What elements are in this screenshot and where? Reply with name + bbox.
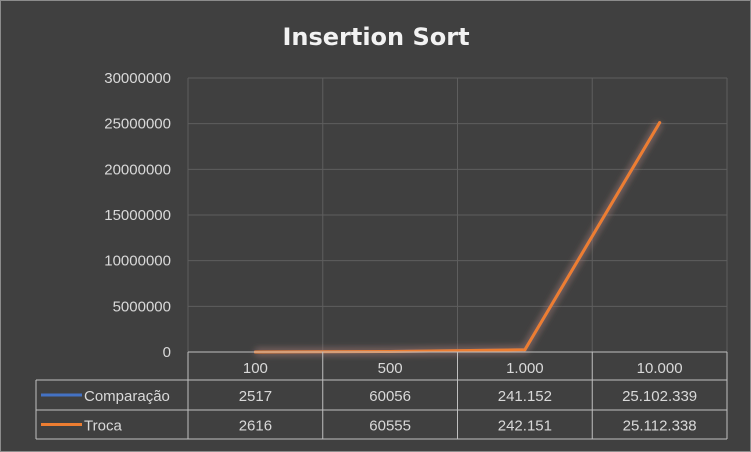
data-point xyxy=(523,348,527,352)
legend-series-name: Comparação xyxy=(84,388,170,405)
y-axis: 0 5000000 10000000 15000000 20000000 25000000… xyxy=(104,70,171,361)
table-cell-value: 25.102.339 xyxy=(622,388,697,405)
x-category-label: 500 xyxy=(378,360,403,377)
data-point xyxy=(658,121,662,125)
y-tick-label: 25000000 xyxy=(104,116,171,133)
y-tick-label: 0 xyxy=(163,344,171,361)
table-cell-value: 242.151 xyxy=(498,418,552,435)
y-tick-label: 20000000 xyxy=(104,161,171,178)
y-tick-label: 15000000 xyxy=(104,207,171,224)
y-tick-label: 5000000 xyxy=(113,298,171,315)
chart-title: Insertion Sort xyxy=(282,23,469,51)
legend-series-name: Troca xyxy=(84,418,122,435)
plot-grid xyxy=(187,77,728,352)
x-category-label: 1.000 xyxy=(506,360,544,377)
table-cell-value: 60056 xyxy=(369,388,411,405)
x-category-label: 10.000 xyxy=(637,360,683,377)
data-table: 100 500 1.000 10.000 Comparação 2517 60056 241.… xyxy=(35,351,728,440)
y-tick-label: 30000000 xyxy=(104,70,171,87)
table-cell-value: 2517 xyxy=(239,388,272,405)
table-cell-value: 241.152 xyxy=(498,388,552,405)
table-cell-value: 25.112.338 xyxy=(623,418,697,435)
table-cell-value: 60555 xyxy=(369,418,411,435)
x-category-label: 100 xyxy=(243,360,268,377)
y-tick-label: 10000000 xyxy=(104,253,171,270)
table-cell-value: 2616 xyxy=(239,418,272,435)
